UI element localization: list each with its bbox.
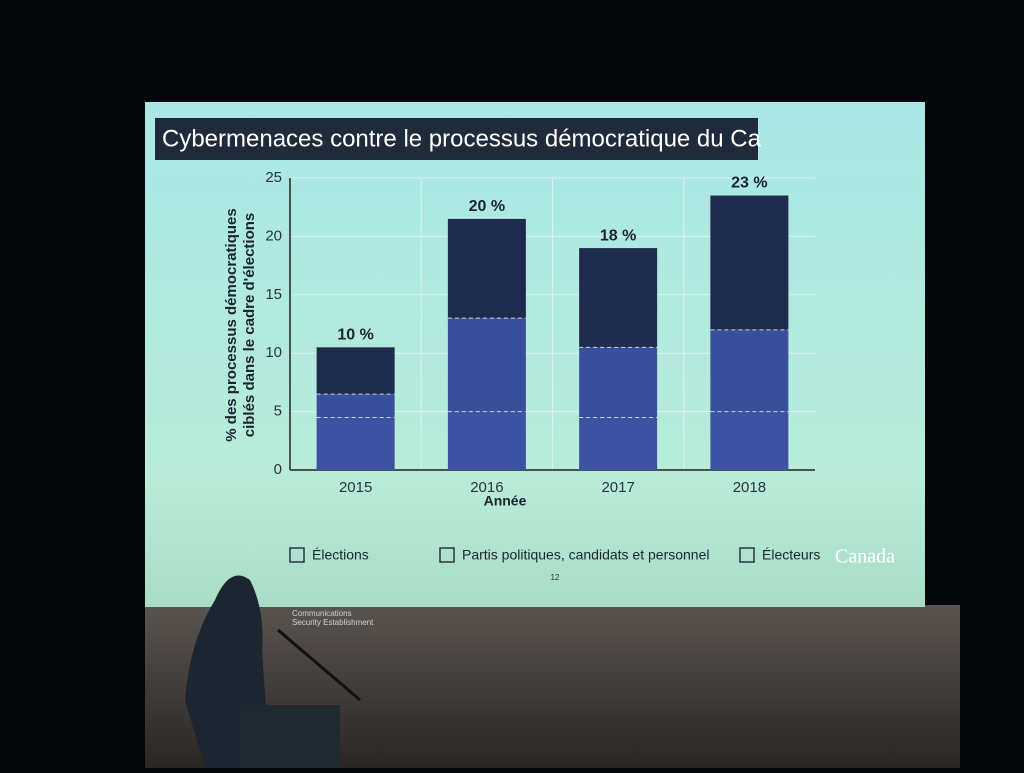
y-tick-label: 10 [265,344,282,361]
bar-segment [316,417,395,470]
org-name: Communications [292,609,352,618]
microphone [277,628,361,702]
x-axis-label: Année [484,493,527,509]
page-number: 12 [551,573,560,582]
y-axis-label: ciblés dans le cadre d'élections [241,213,258,438]
slide [145,102,925,607]
bar-segment [447,318,526,412]
bar-segment [316,347,395,395]
total-label: 18 % [600,227,636,244]
y-tick-label: 15 [265,286,282,303]
y-tick-label: 25 [265,169,282,186]
y-tick-label: 20 [265,227,282,244]
bar-segment [710,195,789,330]
bar-segment [316,394,395,418]
brand: Canada [835,546,895,568]
total-label: 20 % [469,198,505,215]
y-tick-label: 5 [274,403,282,420]
total-label: 23 % [731,175,767,192]
y-tick-label: 0 [274,461,282,478]
legend-label: Électeurs [762,547,820,563]
podium [240,705,340,768]
x-tick-label: 2015 [339,479,372,496]
title-box [155,118,758,160]
org-name: Security Establishment [292,618,374,627]
legend-swatch [739,547,755,563]
legend-swatch [439,547,455,563]
total-label: 10 % [337,327,373,344]
chart-title: Cybermenaces contre le processus démocra… [162,125,762,152]
legend-label: Élections [312,547,369,563]
x-tick-label: 2016 [470,479,503,496]
bar-segment [579,347,658,418]
bar-segment [710,329,789,412]
legend-label: Partis politiques, candidats et personne… [462,547,709,563]
bar-segment [579,417,658,470]
bar-segment [447,218,526,319]
bar-segment [579,248,658,348]
bar-segment [710,411,789,470]
x-tick-label: 2017 [601,479,634,496]
x-tick-label: 2018 [733,479,766,496]
bar-segment [447,411,526,470]
legend-swatch [289,547,305,563]
y-axis-label: % des processus démocratiques [223,208,240,441]
